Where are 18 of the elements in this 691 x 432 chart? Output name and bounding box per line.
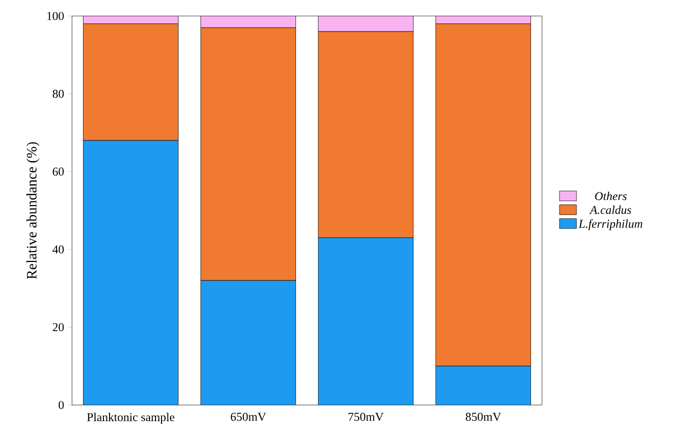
legend-label: Others (595, 192, 627, 200)
y-tick-label: 100 (47, 12, 64, 20)
x-tick-label: 650mV (230, 412, 266, 421)
x-tick-label: Planktonic sample (87, 412, 174, 424)
x-tick-label: 750mV (348, 412, 384, 421)
y-tick-label: 60 (52, 168, 64, 176)
legend-label: L.ferriphilum (578, 219, 642, 230)
bar (83, 140, 178, 405)
legend-label: A.caldus (589, 206, 632, 214)
y-tick-label: 0 (58, 400, 64, 410)
y-tick-label: 40 (52, 245, 64, 254)
bar (436, 366, 531, 405)
bar (318, 238, 414, 405)
y-axis-title: Relative abundance (%) (26, 142, 40, 279)
y-tick-label: 20 (52, 323, 64, 332)
x-tick-label: 850mV (466, 412, 502, 421)
bar (200, 280, 296, 405)
y-tick-label: 80 (52, 90, 64, 98)
